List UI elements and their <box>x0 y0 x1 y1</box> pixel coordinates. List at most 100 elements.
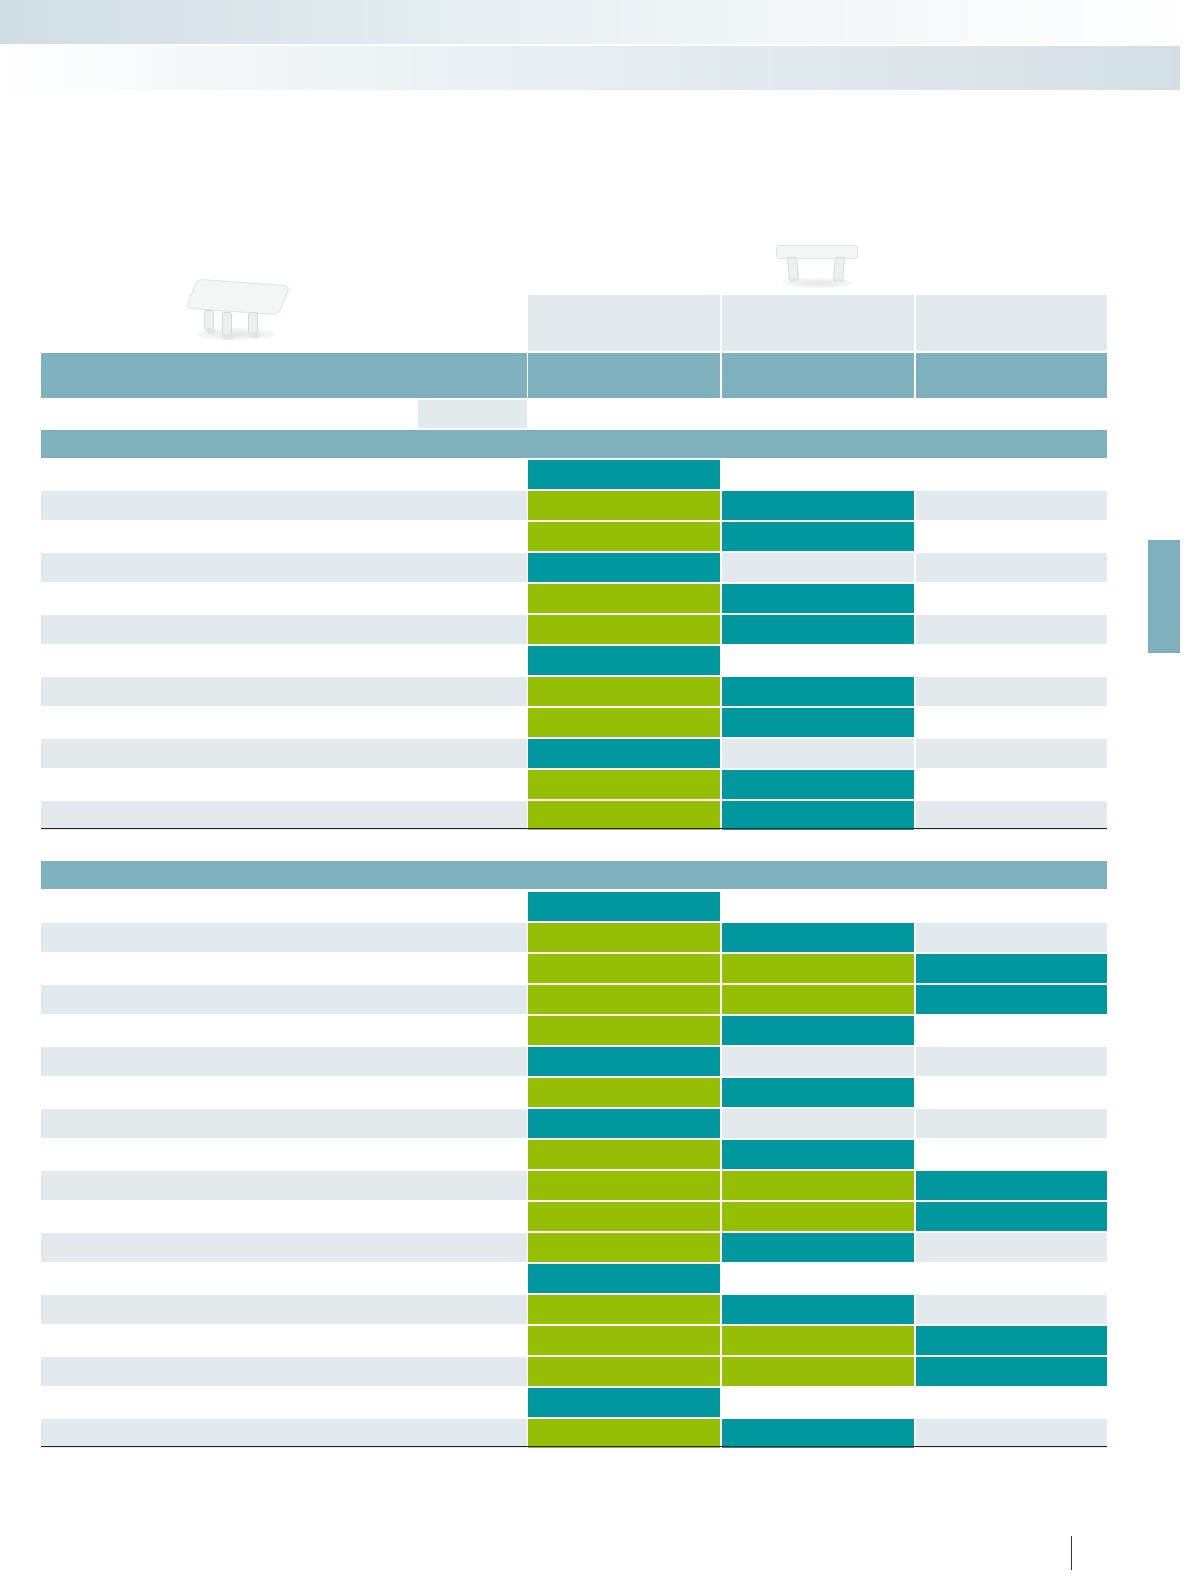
compatibility-cell <box>528 491 720 520</box>
compatibility-cell <box>528 1357 720 1386</box>
compatibility-cell <box>528 708 720 737</box>
compatibility-cell <box>722 522 914 551</box>
row-label-cell <box>41 1264 527 1293</box>
table-row <box>41 1419 1107 1448</box>
table-row <box>41 553 1107 582</box>
row-label-cell <box>41 1295 527 1324</box>
compatibility-cell <box>722 739 914 768</box>
table-row <box>41 615 1107 644</box>
compatibility-cell <box>722 923 914 952</box>
section-2-bottom-rule <box>41 1446 1107 1447</box>
table-row <box>41 801 1107 830</box>
compatibility-cell <box>916 1202 1107 1231</box>
row-label-cell <box>41 677 527 706</box>
compatibility-cell <box>722 491 914 520</box>
compatibility-cell <box>916 460 1107 489</box>
compatibility-cell <box>528 1388 720 1417</box>
compatibility-cell <box>722 615 914 644</box>
compatibility-cell <box>916 615 1107 644</box>
compatibility-cell <box>528 646 720 675</box>
compatibility-cell <box>528 1109 720 1138</box>
compatibility-cell <box>528 1202 720 1231</box>
compatibility-cell <box>528 1171 720 1200</box>
compatibility-cell <box>722 1233 914 1262</box>
compatibility-cell <box>916 1357 1107 1386</box>
row-label-cell <box>41 985 527 1014</box>
compatibility-cell <box>916 1388 1107 1417</box>
end-cap-product-image <box>185 276 291 346</box>
row-label-cell <box>41 522 527 551</box>
table-row <box>41 1171 1107 1200</box>
compatibility-cell <box>528 677 720 706</box>
table-row <box>41 1295 1107 1324</box>
table-row <box>41 923 1107 952</box>
table-header-col-3 <box>916 353 1107 398</box>
table-row <box>41 491 1107 520</box>
compatibility-cell <box>916 1171 1107 1200</box>
compatibility-cell <box>722 1078 914 1107</box>
compatibility-cell <box>528 1419 720 1448</box>
compatibility-cell <box>528 1016 720 1045</box>
column-header-3 <box>916 295 1107 351</box>
header-band-bottom <box>0 46 1180 90</box>
compatibility-cell <box>528 892 720 921</box>
compatibility-cell <box>722 1047 914 1076</box>
table-header-label-bar <box>41 353 527 398</box>
compatibility-cell <box>916 801 1107 830</box>
table-row <box>41 1078 1107 1107</box>
row-label-cell <box>41 770 527 799</box>
compatibility-cell <box>528 1233 720 1262</box>
row-label-cell <box>41 1140 527 1169</box>
row-label-cell <box>41 801 527 830</box>
header-band-top <box>0 0 1191 44</box>
compatibility-cell <box>528 923 720 952</box>
table-header-col-1 <box>528 353 720 398</box>
row-label-cell <box>41 708 527 737</box>
compatibility-cell <box>528 801 720 830</box>
compatibility-cell <box>916 1016 1107 1045</box>
row-label-cell <box>41 1171 527 1200</box>
compatibility-cell <box>528 954 720 983</box>
compatibility-cell <box>528 1047 720 1076</box>
table-row <box>41 1233 1107 1262</box>
compatibility-cell <box>916 954 1107 983</box>
row-label-cell <box>41 584 527 613</box>
compatibility-cell <box>916 1295 1107 1324</box>
chapter-side-tab[interactable] <box>1148 540 1180 653</box>
row-label-cell <box>41 1388 527 1417</box>
compatibility-cell <box>528 584 720 613</box>
compatibility-cell <box>916 584 1107 613</box>
compatibility-cell <box>722 1109 914 1138</box>
table-row <box>41 770 1107 799</box>
compatibility-cell <box>722 646 914 675</box>
section-1-bottom-rule <box>41 828 1107 829</box>
compatibility-cell <box>916 491 1107 520</box>
compatibility-cell <box>528 770 720 799</box>
compatibility-cell <box>722 1264 914 1293</box>
compatibility-cell <box>916 646 1107 675</box>
compatibility-cell <box>722 985 914 1014</box>
compatibility-cell <box>528 553 720 582</box>
row-label-cell <box>41 460 527 489</box>
compatibility-cell <box>916 1078 1107 1107</box>
compatibility-cell <box>722 1419 914 1448</box>
compatibility-cell <box>722 1140 914 1169</box>
compatibility-cell <box>916 1047 1107 1076</box>
row-label-cell <box>41 1419 527 1448</box>
compatibility-cell <box>722 1295 914 1324</box>
compatibility-cell <box>528 1140 720 1169</box>
row-label-cell <box>41 553 527 582</box>
compatibility-cell <box>916 892 1107 921</box>
compatibility-cell <box>722 954 914 983</box>
table-subheader-box <box>418 400 527 428</box>
compatibility-cell <box>916 677 1107 706</box>
row-label-cell <box>41 1016 527 1045</box>
column-header-2 <box>722 295 914 351</box>
table-row <box>41 1140 1107 1169</box>
row-label-cell <box>41 1326 527 1355</box>
row-label-cell <box>41 1202 527 1231</box>
compatibility-cell <box>528 615 720 644</box>
compatibility-cell <box>916 553 1107 582</box>
compatibility-cell <box>528 985 720 1014</box>
compatibility-cell <box>916 985 1107 1014</box>
